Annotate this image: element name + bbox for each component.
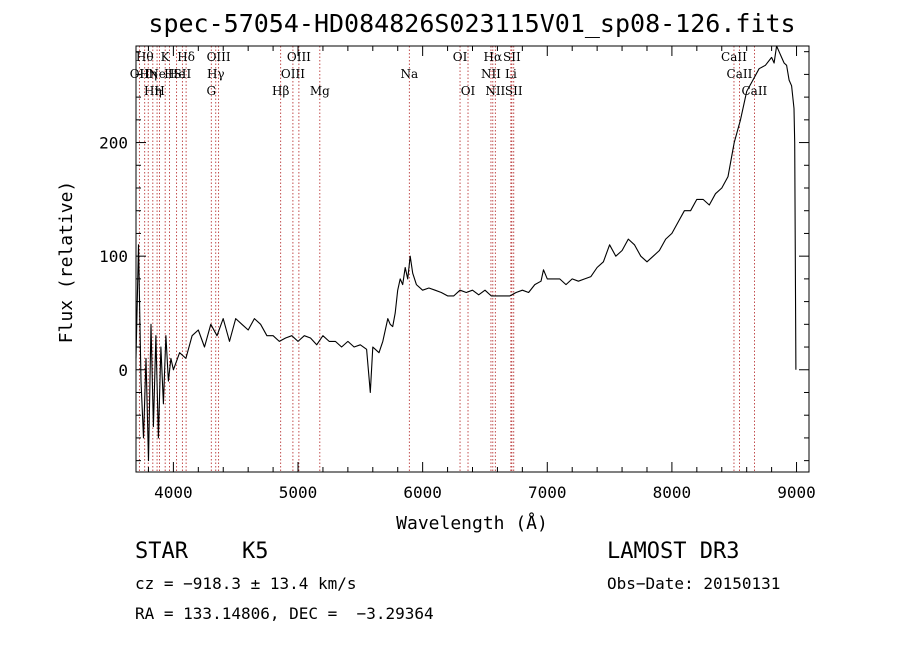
- x-tick-label: 9000: [777, 483, 816, 502]
- x-tick-label: 5000: [279, 483, 318, 502]
- spectral-line-label: Hη: [144, 84, 162, 98]
- spectral-line-label: Hη: [139, 67, 157, 81]
- line-label-layer: OIIHθHηHηNeHKHHeSIIHδGHγOIIIHβOIIIOIIIMg…: [130, 50, 768, 98]
- spectral-line-label: OI: [461, 84, 476, 98]
- chart-title: spec-57054-HD084826S023115V01_sp08-126.f…: [148, 9, 795, 38]
- survey-name: LAMOST DR3: [607, 539, 740, 564]
- redshift-velocity: cz = −918.3 ± 13.4 km/s: [135, 574, 357, 593]
- spectral-line-label: Hγ: [207, 67, 225, 81]
- spectral-line-label: G: [206, 84, 216, 98]
- spectral-line-label: Hα: [484, 50, 503, 64]
- coordinates: RA = 133.14806, DEC = −3.29364: [135, 604, 434, 623]
- spectral-line-label: NII: [485, 84, 505, 98]
- x-tick-label: 6000: [403, 483, 442, 502]
- spectral-line-label: Li: [505, 67, 517, 81]
- y-tick-label: 200: [99, 134, 128, 153]
- spectral-line-label: OII: [130, 67, 150, 81]
- x-axis-label: Wavelength (Å): [396, 512, 548, 534]
- spectral-line-label: OIII: [281, 67, 305, 81]
- plot-frame: [135, 45, 810, 473]
- spectral-line-label: OIII: [287, 50, 311, 64]
- spectral-line-label: Hθ: [136, 50, 154, 64]
- spectral-line-label: Hβ: [272, 84, 289, 98]
- spectral-line-label: CaII: [741, 84, 767, 98]
- line-marker-layer: [138, 46, 755, 472]
- spectral-line-label: CaII: [727, 67, 753, 81]
- spectral-line-label: OIII: [207, 50, 231, 64]
- spectral-line-label: K: [161, 50, 171, 64]
- spectral-subclass: K5: [242, 539, 269, 564]
- y-tick-label: 100: [99, 247, 128, 266]
- spectral-line-label: SII: [174, 67, 192, 81]
- spectral-line-label: He: [168, 67, 186, 81]
- spectral-line-label: SII: [503, 50, 521, 64]
- spectral-line-label: H: [154, 84, 164, 98]
- object-class: STAR: [135, 539, 188, 564]
- observation-date: Obs−Date: 20150131: [607, 574, 781, 593]
- spectral-line-label: Mg: [310, 84, 330, 98]
- x-tick-label: 7000: [528, 483, 567, 502]
- spectral-line-label: OI: [453, 50, 468, 64]
- spectral-line-label: Na: [400, 67, 418, 81]
- x-tick-label: 8000: [653, 483, 692, 502]
- x-tick-label: 4000: [154, 483, 193, 502]
- spectral-line-label: SII: [505, 84, 523, 98]
- y-axis-label: Flux (relative): [56, 181, 77, 344]
- spectral-line-label: Ne: [148, 67, 166, 81]
- series-layer: [135, 45, 797, 462]
- spectral-line-label: H: [164, 67, 174, 81]
- y-tick-label: 0: [118, 361, 128, 380]
- spectrum-line: [135, 45, 797, 462]
- spectral-line-label: CaII: [721, 50, 747, 64]
- spectral-line-label: NII: [481, 67, 501, 81]
- axis-ticks: 4000 5000 6000 7000 8000 9000 0 100 200: [99, 46, 816, 502]
- spectral-line-label: Hδ: [177, 50, 195, 64]
